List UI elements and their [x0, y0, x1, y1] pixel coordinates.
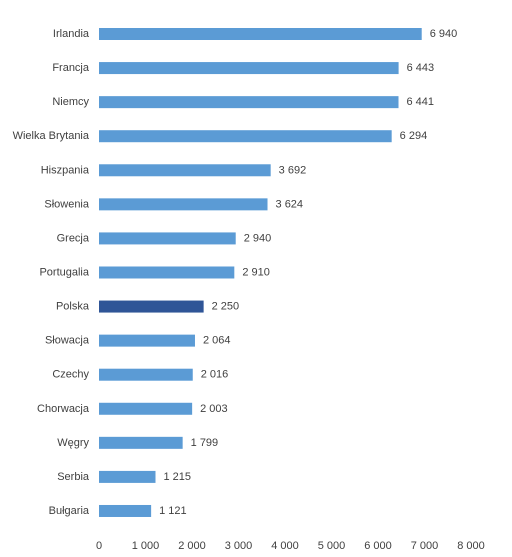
bars-group — [99, 28, 422, 517]
x-tick-label: 7 000 — [411, 540, 439, 552]
value-label-francja: 6 443 — [407, 62, 435, 74]
category-label-francja: Francja — [52, 62, 90, 74]
bar-francja — [99, 62, 399, 75]
value-label-wegry: 1 799 — [191, 437, 219, 449]
category-label-polska: Polska — [56, 301, 90, 313]
bar-wielka-brytania — [99, 130, 392, 143]
category-label-slowacja: Słowacja — [45, 335, 90, 347]
category-label-grecja: Grecja — [57, 232, 90, 244]
x-tick-label: 1 000 — [132, 540, 160, 552]
value-label-hiszpania: 3 692 — [279, 164, 307, 176]
bar-niemcy — [99, 96, 399, 109]
bar-serbia — [99, 470, 156, 483]
value-label-bulgaria: 1 121 — [159, 505, 187, 517]
x-axis-tick-labels: 0 1 000 2 000 3 000 4 000 5 000 6 000 7 000 8 00… — [96, 540, 485, 552]
bar-slowenia — [99, 198, 268, 211]
value-label-niemcy: 6 441 — [407, 96, 435, 108]
x-tick-label: 4 000 — [271, 540, 299, 552]
value-label-grecja: 2 940 — [244, 232, 272, 244]
bar-wegry — [99, 436, 183, 449]
value-label-wielka-brytania: 6 294 — [400, 130, 428, 142]
category-label-bulgaria: Bułgaria — [49, 505, 90, 517]
value-label-slowacja: 2 064 — [203, 335, 231, 347]
bar-irlandia — [99, 28, 422, 40]
bar-slowacja — [99, 334, 195, 347]
value-labels: 6 940 6 443 6 441 6 294 3 692 3 624 2 940 2 910… — [159, 28, 457, 517]
x-tick-label: 6 000 — [364, 540, 392, 552]
category-label-slowenia: Słowenia — [44, 198, 90, 210]
category-label-niemcy: Niemcy — [52, 96, 89, 108]
value-label-czechy: 2 016 — [201, 369, 229, 381]
value-label-serbia: 1 215 — [163, 471, 191, 483]
value-label-chorwacja: 2 003 — [200, 403, 228, 415]
x-tick-label: 0 — [96, 540, 102, 552]
bar-bulgaria — [99, 504, 152, 517]
bar-chorwacja — [99, 402, 193, 415]
value-label-irlandia: 6 940 — [430, 28, 458, 40]
value-label-slowenia: 3 624 — [276, 198, 304, 210]
bar-grecja — [99, 232, 236, 245]
bar-hiszpania — [99, 164, 271, 177]
category-label-wegry: Węgry — [57, 437, 89, 449]
x-tick-label: 3 000 — [225, 540, 253, 552]
x-tick-label: 8 000 — [457, 540, 485, 552]
category-label-portugalia: Portugalia — [39, 266, 89, 278]
bar-portugalia — [99, 266, 235, 279]
category-label-czechy: Czechy — [52, 369, 89, 381]
category-label-chorwacja: Chorwacja — [37, 403, 90, 415]
bar-czechy — [99, 368, 193, 381]
category-labels: Irlandia Francja Niemcy Wielka Brytania Hisz… — [13, 28, 90, 517]
value-label-portugalia: 2 910 — [242, 266, 270, 278]
x-tick-label: 5 000 — [318, 540, 346, 552]
category-label-irlandia: Irlandia — [53, 28, 90, 40]
category-label-hiszpania: Hiszpania — [41, 164, 90, 176]
category-label-serbia: Serbia — [57, 471, 90, 483]
x-tick-label: 2 000 — [178, 540, 206, 552]
category-label-wielka-brytania: Wielka Brytania — [13, 130, 90, 142]
value-label-polska: 2 250 — [212, 301, 240, 313]
bar-polska — [99, 300, 204, 313]
